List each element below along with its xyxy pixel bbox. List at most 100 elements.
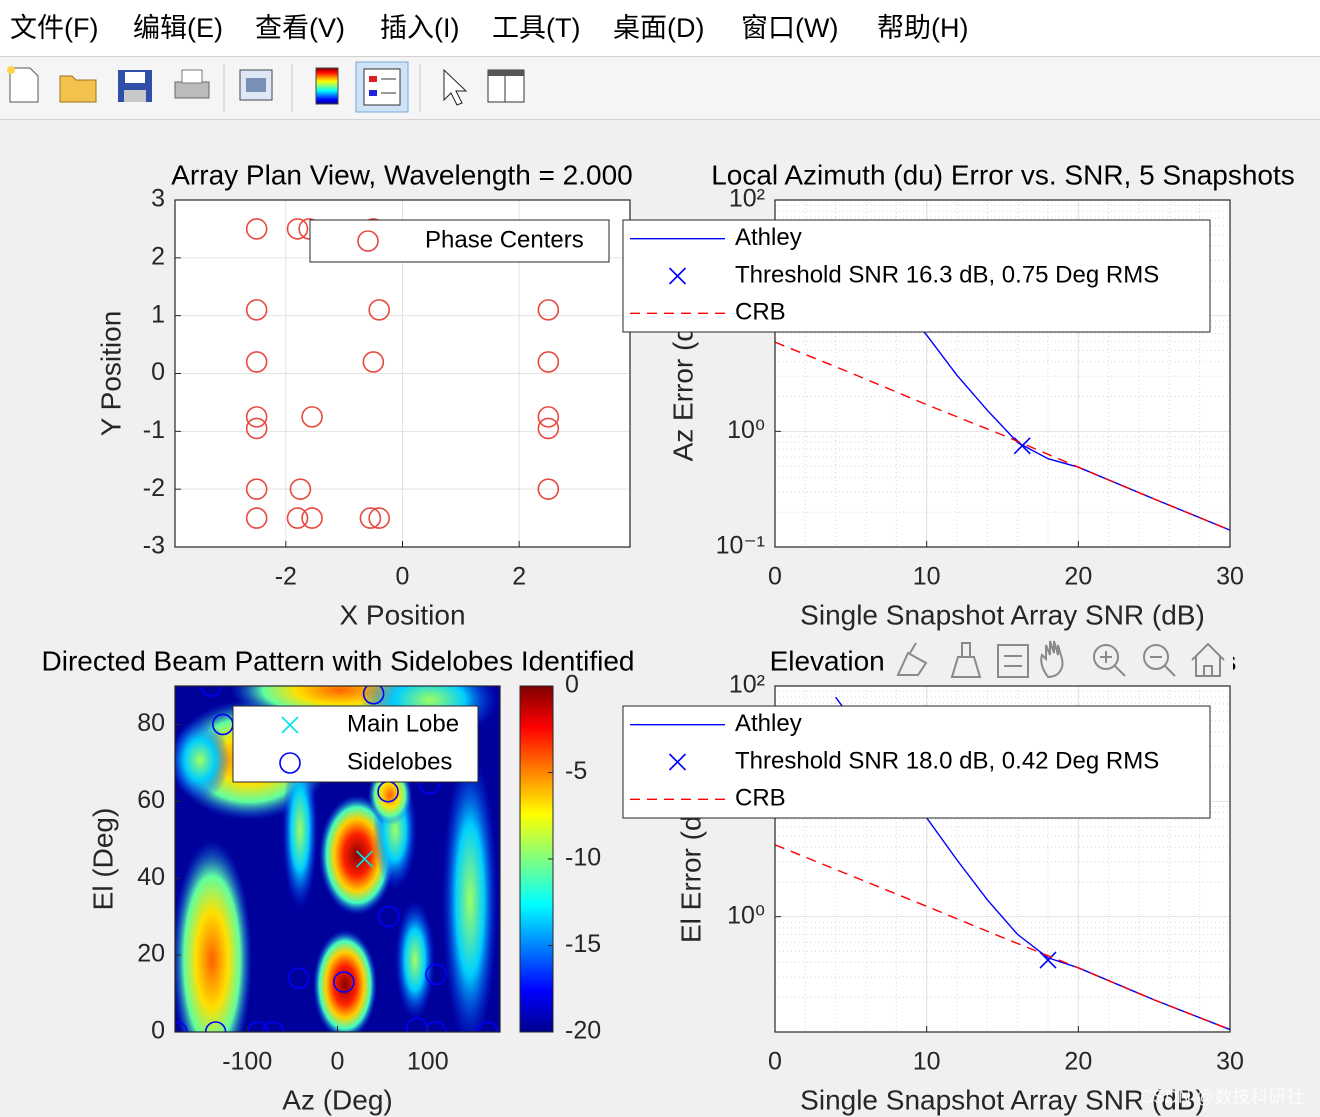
menu-item[interactable]: 工具(T): [492, 13, 580, 43]
axes-frame: [774, 199, 1231, 548]
colorbar: [519, 685, 554, 1033]
marker: [356, 850, 374, 868]
y-tick-label: 20: [137, 940, 165, 968]
marker: [289, 478, 312, 500]
chart-title: Directed Beam Pattern with Sidelobes Ide…: [42, 645, 635, 676]
legend-label: CRB: [735, 299, 786, 326]
y-tick-label: 10⁰: [727, 416, 765, 444]
heatmap-region: [313, 930, 377, 1032]
legend-label: Athley: [735, 224, 802, 251]
y-tick-label: 60: [137, 786, 165, 814]
y-tick-label: 80: [137, 709, 165, 737]
menu-item[interactable]: 插入(I): [380, 13, 459, 43]
heatmap-region: [175, 840, 252, 1032]
menu-item[interactable]: 桌面(D): [613, 13, 704, 43]
menu-item[interactable]: 查看(V): [255, 13, 345, 43]
x-tick-label: 10: [913, 563, 941, 591]
chart-title: Local Azimuth (du) Error vs. SNR, 5 Snap…: [711, 159, 1295, 190]
y-tick-label: 10⁰: [727, 901, 765, 929]
marker: [301, 406, 323, 428]
line-series: [775, 844, 1230, 1031]
marker: [1039, 951, 1057, 969]
x-tick-label: -2: [275, 563, 297, 591]
x-tick-label: 30: [1216, 1048, 1244, 1076]
datatip-icon[interactable]: [997, 644, 1029, 678]
marker: [425, 1021, 447, 1032]
marker: [245, 299, 268, 321]
pan-icon[interactable]: [1040, 640, 1064, 679]
toolbar: [0, 57, 1320, 119]
x-axis-label: Single Snapshot Array SNR (dB): [800, 1084, 1205, 1115]
colorbar-tick-label: -10: [565, 844, 601, 872]
zoom-in-icon[interactable]: [1093, 644, 1119, 670]
x-tick-label: 2: [512, 563, 526, 591]
y-tick-label: -1: [143, 416, 165, 444]
home-icon[interactable]: [1191, 642, 1225, 677]
marker: [245, 351, 268, 373]
heatmap-region: [175, 720, 230, 800]
marker: [287, 967, 310, 989]
marker: [368, 507, 390, 529]
marker: [537, 351, 560, 373]
menu-item[interactable]: 编辑(E): [133, 13, 223, 43]
legend-label: Threshold SNR 18.0 dB, 0.42 Deg RMS: [735, 747, 1159, 774]
x-axis-label: X Position: [339, 599, 465, 630]
marker: [245, 406, 268, 428]
marker: [175, 1021, 188, 1032]
y-tick-label: -3: [143, 532, 165, 560]
menu-item[interactable]: 文件(F): [10, 13, 98, 43]
chart-title: Array Plan View, Wavelength = 2.000: [171, 159, 633, 190]
legend-box: [232, 705, 479, 783]
legend-icon[interactable]: [355, 61, 409, 113]
colorbar-tick-label: -15: [565, 930, 601, 958]
axes-frame: [174, 685, 501, 1033]
link-icon[interactable]: [239, 69, 273, 101]
y-tick-label: 10⁻¹: [716, 532, 765, 560]
new-icon[interactable]: [7, 66, 39, 103]
marker: [200, 686, 222, 697]
marker: [537, 406, 560, 428]
property-icon[interactable]: [487, 69, 525, 103]
menu-item[interactable]: 窗口(W): [741, 13, 838, 43]
toolbar-icons: [7, 61, 525, 113]
watermark: CSDN @数技科研社: [1140, 1087, 1304, 1107]
marker: [359, 507, 382, 529]
y-tick-label: 3: [151, 185, 165, 213]
y-tick-label: 10²: [729, 671, 765, 699]
x-tick-label: -100: [222, 1048, 272, 1076]
y-tick-label: 1: [151, 300, 165, 328]
marker: [368, 299, 390, 321]
menu: 文件(F) 编辑(E) 查看(V) 插入(I) 工具(T) 桌面(D) 窗口(W) 帮助(H): [10, 13, 968, 43]
x-axis-label: Single Snapshot Array SNR (dB): [800, 599, 1205, 630]
marker: [245, 507, 268, 529]
colorbar-icon[interactable]: [315, 67, 339, 105]
y-tick-label: 2: [151, 242, 165, 270]
print-icon[interactable]: [174, 69, 210, 99]
y-tick-label: 0: [151, 358, 165, 386]
marker: [245, 218, 268, 240]
zoom-out-icon[interactable]: [1143, 644, 1169, 670]
x-tick-label: 100: [407, 1048, 449, 1076]
pointer-icon[interactable]: [443, 68, 468, 106]
legend-label: Athley: [735, 710, 802, 737]
marker: [476, 1021, 499, 1032]
x-axis-label: Az (Deg): [282, 1084, 392, 1115]
save-icon[interactable]: [118, 70, 152, 102]
legend-marker: [281, 716, 299, 734]
open-icon[interactable]: [59, 75, 97, 103]
export-icon[interactable]: [896, 642, 928, 676]
colorbar-tick-label: -20: [565, 1017, 601, 1045]
x-tick-label: 20: [1064, 563, 1092, 591]
menu-item[interactable]: 帮助(H): [877, 13, 968, 43]
marker: [378, 905, 400, 928]
plot-area: [175, 200, 630, 547]
brush-icon[interactable]: [950, 642, 982, 678]
x-tick-label: 0: [396, 563, 410, 591]
marker: [362, 686, 385, 705]
legend-marker: [279, 752, 301, 774]
heatmap-region: [395, 900, 435, 1020]
x-tick-label: 30: [1216, 563, 1244, 591]
x-tick-label: 10: [913, 1048, 941, 1076]
